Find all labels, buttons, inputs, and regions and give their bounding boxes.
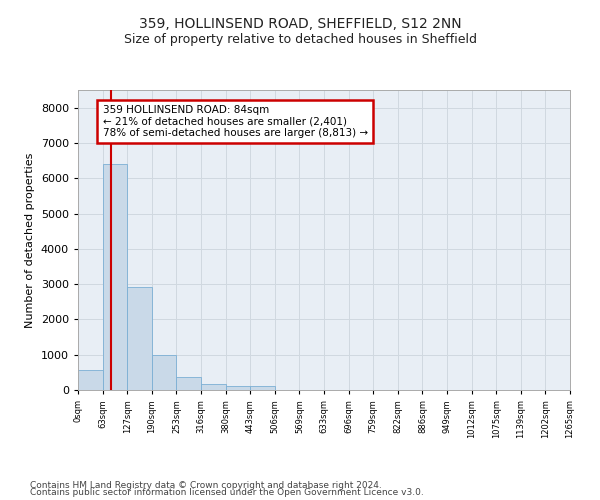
Text: 359, HOLLINSEND ROAD, SHEFFIELD, S12 2NN: 359, HOLLINSEND ROAD, SHEFFIELD, S12 2NN xyxy=(139,18,461,32)
Text: 359 HOLLINSEND ROAD: 84sqm
← 21% of detached houses are smaller (2,401)
78% of s: 359 HOLLINSEND ROAD: 84sqm ← 21% of deta… xyxy=(103,105,368,138)
Bar xyxy=(152,356,176,390)
Bar xyxy=(201,384,226,390)
Bar xyxy=(127,287,152,390)
Bar xyxy=(103,164,127,390)
Bar xyxy=(176,378,201,390)
Y-axis label: Number of detached properties: Number of detached properties xyxy=(25,152,35,328)
Bar xyxy=(78,370,103,390)
Text: Size of property relative to detached houses in Sheffield: Size of property relative to detached ho… xyxy=(124,32,476,46)
Bar xyxy=(226,386,250,390)
Text: Contains HM Land Registry data © Crown copyright and database right 2024.: Contains HM Land Registry data © Crown c… xyxy=(30,480,382,490)
Text: Contains public sector information licensed under the Open Government Licence v3: Contains public sector information licen… xyxy=(30,488,424,497)
Bar xyxy=(250,386,275,390)
